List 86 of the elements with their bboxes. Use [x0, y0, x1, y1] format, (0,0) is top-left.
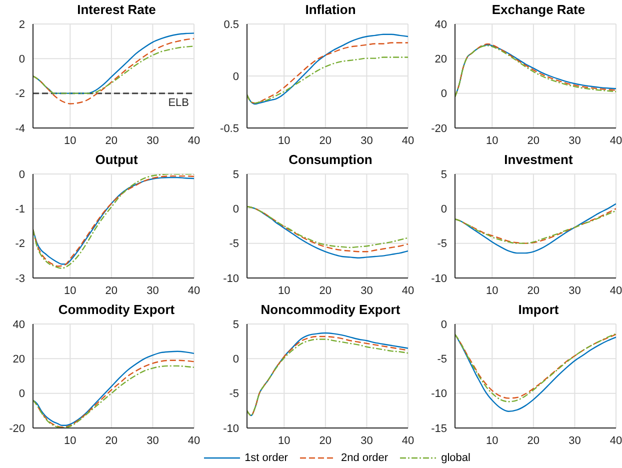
y-tick-label: -3 — [15, 272, 25, 285]
y-tick-label: -20 — [9, 422, 25, 435]
y-tick-label: -10 — [223, 422, 239, 435]
x-tick-label: 10 — [486, 434, 498, 447]
x-tick-label: 10 — [64, 284, 76, 297]
chart-title: Inflation — [304, 1, 357, 19]
x-tick-label: 40 — [402, 284, 414, 297]
ref-line-label: ELB — [168, 97, 189, 110]
y-tick-label: -5 — [437, 238, 447, 250]
chart-title: Exchange Rate — [490, 1, 586, 19]
y-tick-label: 20 — [434, 54, 447, 66]
y-tick-label: -2 — [15, 88, 25, 100]
x-tick-label: 40 — [188, 134, 200, 147]
x-tick-label: 40 — [610, 134, 622, 147]
x-tick-label: 30 — [360, 284, 373, 297]
y-tick-label: 0 — [18, 388, 25, 400]
y-tick-label: 0 — [232, 70, 239, 83]
chart-title: Import — [517, 301, 560, 319]
y-tick-label: -5 — [437, 354, 447, 366]
x-tick-label: 40 — [610, 434, 622, 447]
line-series — [247, 56, 408, 104]
legend-label: 1st order — [244, 452, 288, 464]
x-tick-label: 20 — [527, 134, 540, 147]
x-tick-label: 30 — [146, 434, 159, 447]
x-tick-label: 30 — [568, 284, 581, 297]
x-tick-label: 10 — [64, 434, 76, 447]
y-tick-label: 0.5 — [224, 18, 239, 31]
x-tick-label: 20 — [319, 434, 332, 447]
chart-title: Noncommodity Export — [260, 301, 402, 319]
y-tick-label: 40 — [434, 18, 447, 31]
x-tick-label: 10 — [278, 134, 290, 147]
x-tick-label: 40 — [610, 284, 622, 297]
x-tick-label: 30 — [146, 134, 159, 147]
chart-title: Investment — [503, 151, 574, 169]
x-tick-label: 30 — [360, 134, 373, 147]
y-tick-label: -5 — [229, 238, 239, 250]
chart-title: Interest Rate — [76, 1, 157, 19]
y-tick-label: -15 — [431, 422, 447, 435]
y-tick-label: -10 — [431, 272, 447, 285]
x-tick-label: 20 — [527, 434, 540, 447]
x-tick-label: 10 — [486, 134, 498, 147]
y-tick-label: -4 — [15, 122, 25, 135]
y-tick-label: -20 — [431, 122, 447, 135]
x-tick-label: 40 — [402, 134, 414, 147]
y-tick-label: 0 — [232, 204, 239, 216]
y-tick-label: 5 — [440, 168, 447, 181]
y-tick-label: 0 — [440, 204, 447, 216]
x-tick-label: 20 — [105, 134, 118, 147]
chart-title: Commodity Export — [57, 301, 176, 319]
x-tick-label: 10 — [64, 134, 76, 147]
y-tick-label: 0 — [18, 54, 25, 66]
x-tick-label: 20 — [319, 284, 332, 297]
x-tick-label: 20 — [105, 434, 118, 447]
y-tick-label: -5 — [229, 388, 239, 400]
chart-title: Output — [94, 151, 139, 169]
y-tick-label: -0.5 — [220, 122, 239, 135]
x-tick-label: 30 — [568, 434, 581, 447]
x-tick-label: 30 — [568, 134, 581, 147]
x-tick-label: 20 — [319, 134, 332, 147]
x-tick-label: 30 — [360, 434, 373, 447]
y-tick-label: 0 — [232, 354, 239, 366]
y-tick-label: 0 — [18, 168, 25, 181]
x-tick-label: 10 — [278, 434, 290, 447]
y-tick-label: -10 — [431, 388, 447, 400]
x-tick-label: 30 — [146, 284, 159, 297]
x-tick-label: 10 — [486, 284, 498, 297]
y-tick-label: 5 — [232, 168, 239, 181]
x-tick-label: 40 — [188, 434, 200, 447]
legend-label: 2nd order — [340, 452, 388, 464]
x-tick-label: 20 — [105, 284, 118, 297]
y-tick-label: 20 — [12, 354, 25, 366]
x-tick-label: 10 — [278, 284, 290, 297]
x-tick-label: 20 — [527, 284, 540, 297]
y-tick-label: -1 — [15, 204, 25, 216]
y-tick-label: 0 — [440, 318, 447, 331]
chart-title: Consumption — [288, 151, 374, 169]
line-series — [33, 46, 194, 94]
y-tick-label: 5 — [232, 318, 239, 331]
legend-label: global — [441, 452, 470, 464]
y-tick-label: -2 — [15, 238, 25, 250]
y-tick-label: -10 — [223, 272, 239, 285]
y-tick-label: 40 — [12, 318, 25, 331]
x-tick-label: 40 — [188, 284, 200, 297]
y-tick-label: 2 — [18, 18, 25, 31]
x-tick-label: 40 — [402, 434, 414, 447]
y-tick-label: 0 — [440, 88, 447, 100]
